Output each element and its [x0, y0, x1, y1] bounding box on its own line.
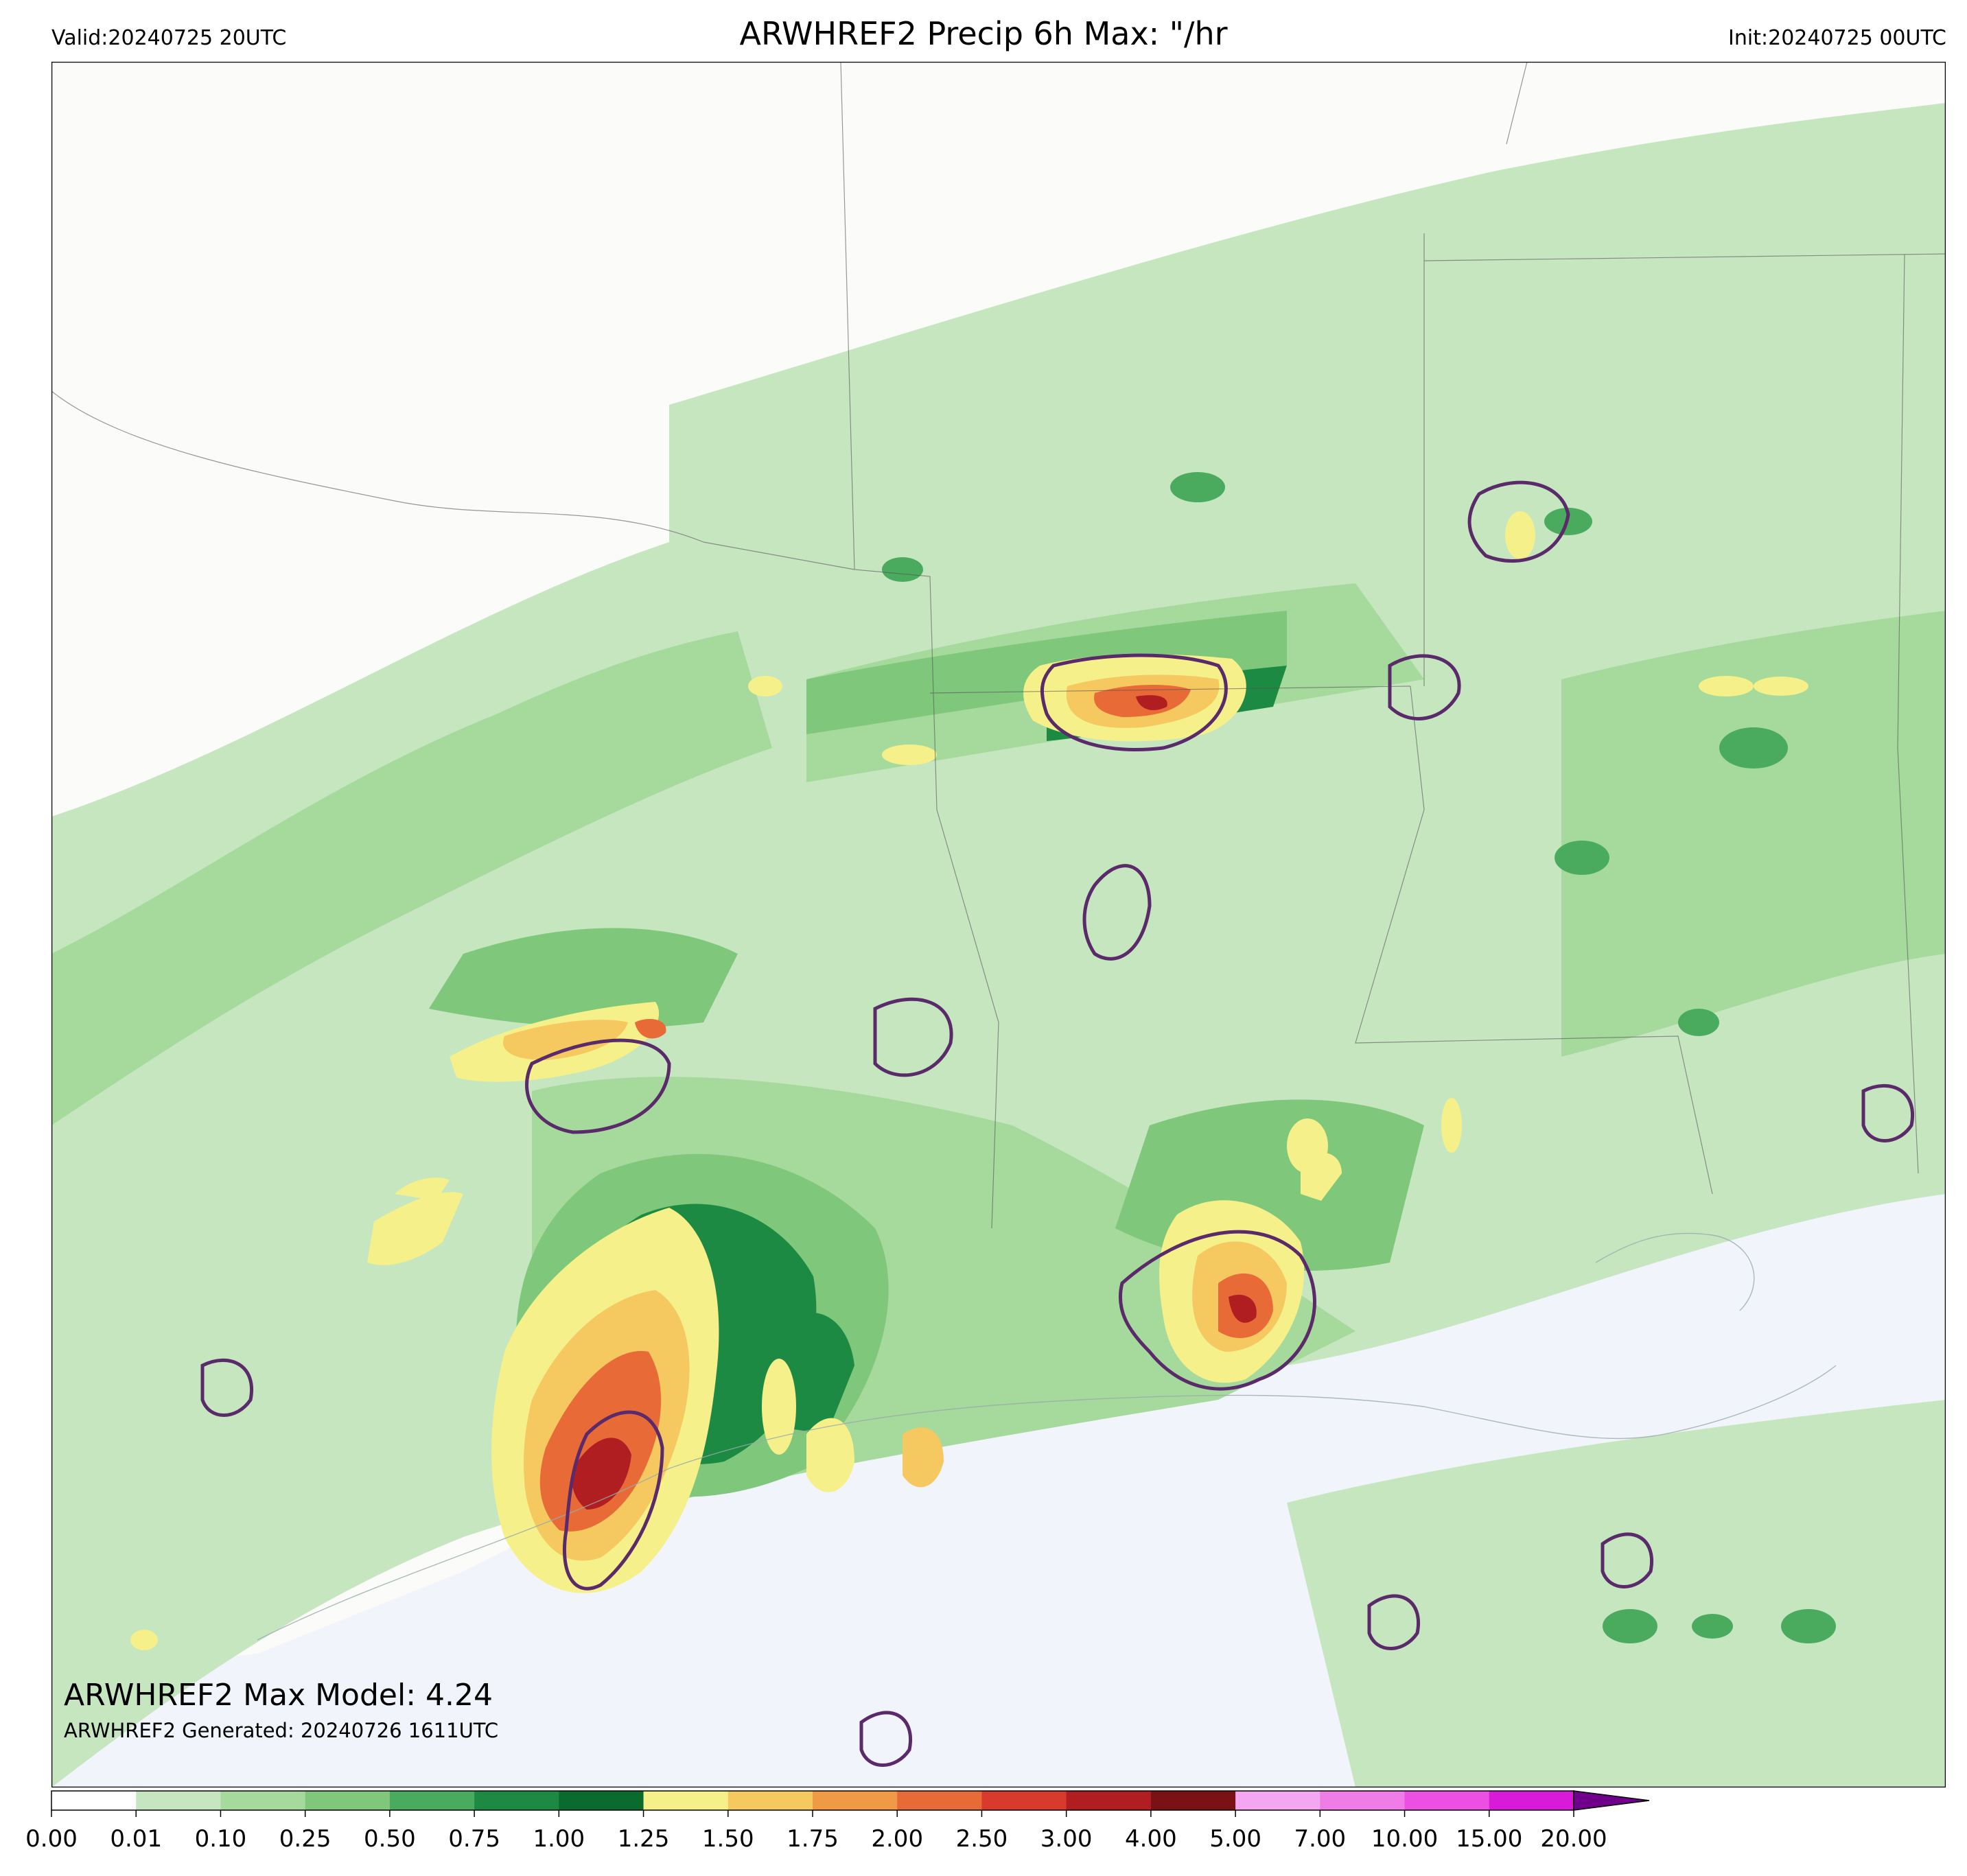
colorbar-swatch [643, 1791, 729, 1810]
colorbar-tick-label: 15.00 [1456, 1825, 1523, 1853]
colorbar-tick-label: 20.00 [1540, 1825, 1607, 1853]
generated-label: ARWHREF2 Generated: 20240726 1611UTC [64, 1719, 499, 1742]
colorbar-swatch [220, 1791, 306, 1810]
colorbar-swatch [1066, 1791, 1152, 1810]
colorbar-swatch [981, 1791, 1067, 1810]
map-title: ARWHREF2 Precip 6h Max: "/hr [739, 15, 1228, 52]
colorbar-frame [51, 1790, 1574, 1811]
state-boundaries [51, 62, 1946, 1229]
colorbar-swatch [136, 1791, 221, 1810]
colorbar-tick-label: 1.75 [787, 1825, 839, 1853]
colorbar-tick-label: 0.01 [110, 1825, 163, 1853]
colorbar-swatch [1235, 1791, 1320, 1810]
colorbar-extension [1573, 1790, 1650, 1811]
colorbar-tick-label: 0.10 [194, 1825, 247, 1853]
colorbar-tick-label: 10.00 [1371, 1825, 1439, 1853]
colorbar-swatch [305, 1791, 391, 1810]
precip-core-darkred [572, 695, 1257, 1510]
colorbar-tick-label: 5.00 [1209, 1825, 1261, 1853]
colorbar-tick-label: 0.00 [25, 1825, 78, 1853]
init-time-label: Init:20240725 00UTC [1728, 26, 1946, 50]
valid-time-label: Valid:20240725 20UTC [51, 26, 287, 50]
precip-map [51, 62, 1946, 1787]
colorbar-swatch [389, 1791, 475, 1810]
colorbar-swatch [51, 1791, 137, 1810]
colorbar-tick-label: 3.00 [1040, 1825, 1093, 1853]
colorbar-swatch [1320, 1791, 1406, 1810]
colorbar-swatch [559, 1791, 644, 1810]
colorbar-tick-label: 7.00 [1294, 1825, 1347, 1853]
colorbar-swatch [813, 1791, 898, 1810]
colorbar-swatch [897, 1791, 982, 1810]
colorbar-swatch [1150, 1791, 1236, 1810]
colorbar-swatch [1404, 1791, 1490, 1810]
scattered-yellow-cells [130, 511, 1808, 1650]
colorbar-tick-label: 1.50 [701, 1825, 754, 1853]
coastline [257, 1232, 1837, 1641]
colorbar-tick-label: 2.50 [955, 1825, 1008, 1853]
colorbar-tick-label: 0.75 [448, 1825, 500, 1853]
max-model-label: ARWHREF2 Max Model: 4.24 [64, 1678, 493, 1713]
colorbar-swatch [728, 1791, 813, 1810]
colorbar-swatch [1489, 1791, 1574, 1810]
colorbar-swatch [474, 1791, 559, 1810]
colorbar-tick-label: 2.00 [871, 1825, 924, 1853]
purple-contours [200, 480, 1914, 1767]
scattered-cells [882, 472, 1836, 1643]
colorbar-tick-label: 0.25 [279, 1825, 331, 1853]
colorbar-tick-label: 1.00 [533, 1825, 585, 1853]
colorbar-tick-label: 1.25 [617, 1825, 670, 1853]
colorbar-tick-label: 4.00 [1125, 1825, 1177, 1853]
colorbar-tick-label: 0.50 [364, 1825, 416, 1853]
